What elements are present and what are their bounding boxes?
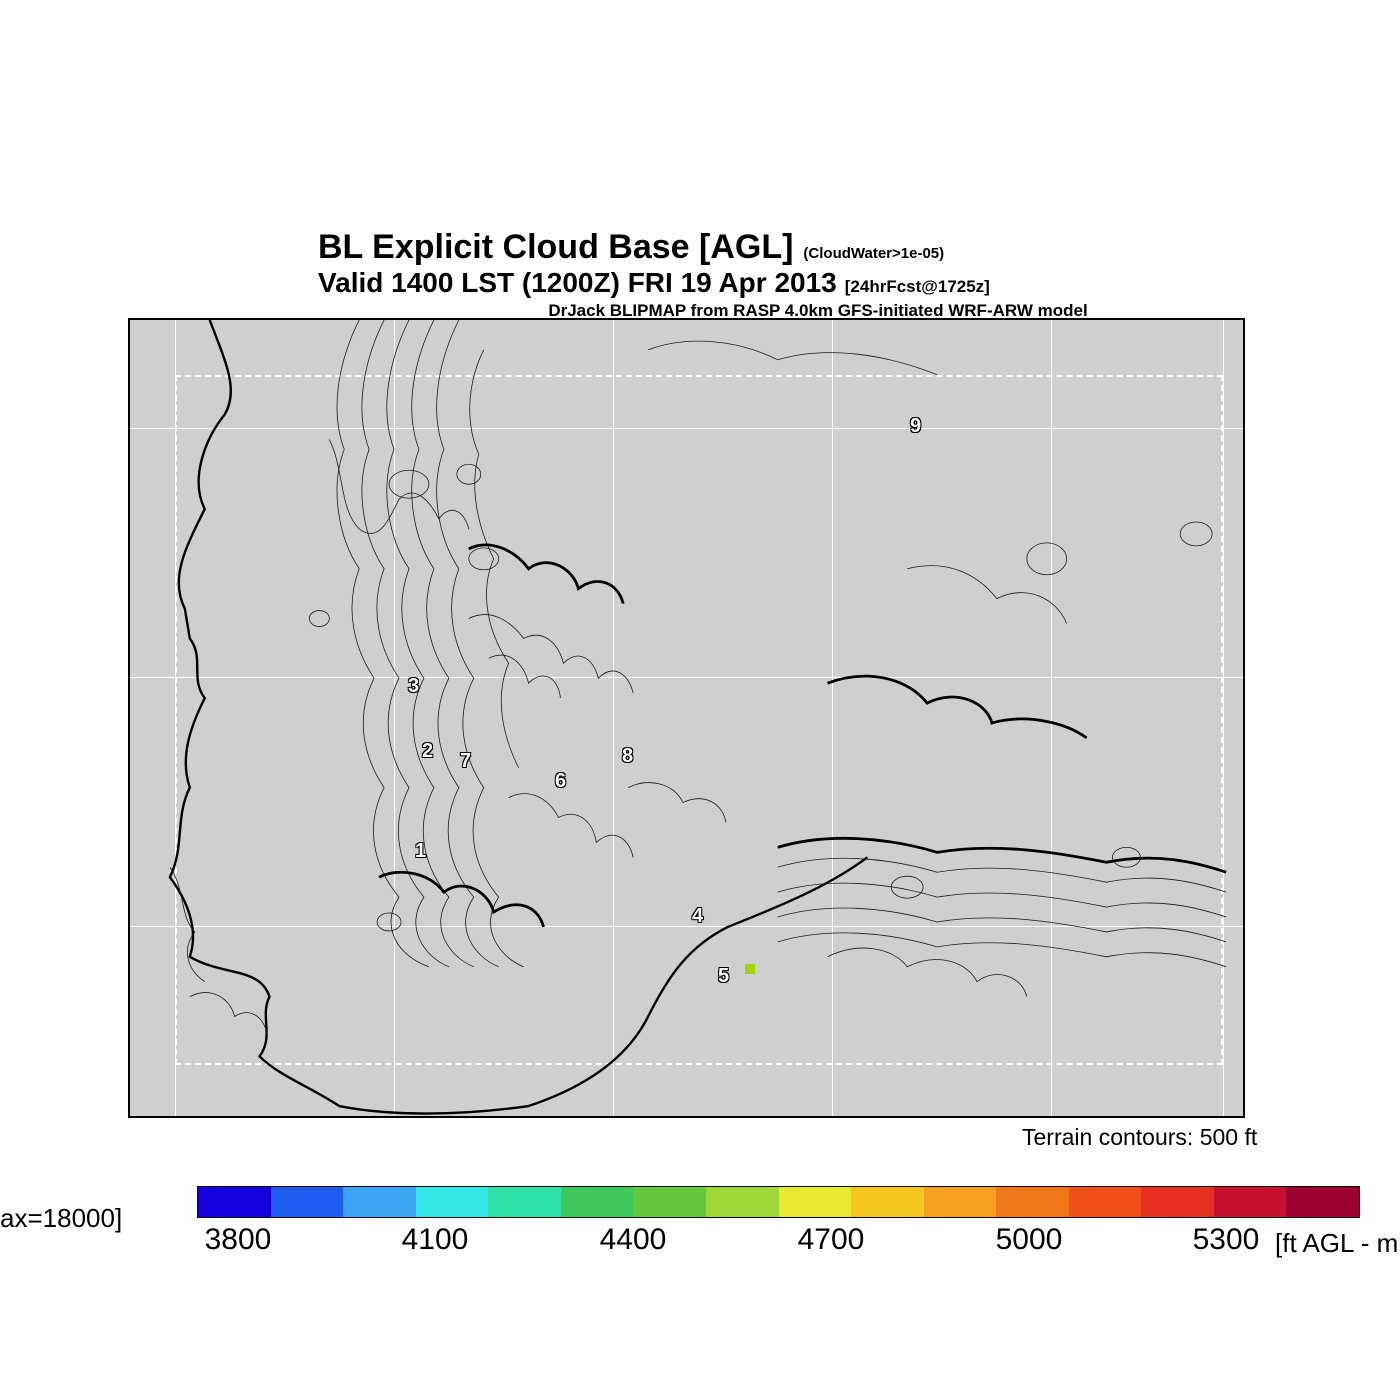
contour-number-label: 7 xyxy=(460,750,471,773)
contour-number-label: 3 xyxy=(408,675,419,698)
axis-label-top-4: 22E xyxy=(1033,318,1069,321)
legend-tick-2: 4400 xyxy=(600,1223,667,1257)
legend-suffix-text: [ft AGL - m xyxy=(1275,1228,1398,1259)
colorbar-seg-0 xyxy=(198,1187,271,1217)
legend-tick-1: 4100 xyxy=(402,1223,469,1257)
colorbar-seg-14 xyxy=(1214,1187,1287,1217)
legend-container: ax=18000] 3800 4100 4400 4700 5000 5300 … xyxy=(0,1178,1400,1288)
title-line2-text: Valid 1400 LST (1200Z) FRI 19 Apr 2013 xyxy=(318,267,837,299)
colorbar-seg-7 xyxy=(706,1187,779,1217)
colorbar-seg-10 xyxy=(924,1187,997,1217)
terrain-caption-text: Terrain contours: 500 ft xyxy=(1022,1124,1257,1151)
colorbar-seg-13 xyxy=(1141,1187,1214,1217)
colorbar-seg-5 xyxy=(561,1187,634,1217)
colorbar-seg-15 xyxy=(1286,1187,1359,1217)
colorbar-seg-11 xyxy=(996,1187,1069,1217)
contour-number-label: 6 xyxy=(555,770,566,793)
colorbar xyxy=(197,1186,1360,1218)
colorbar-seg-4 xyxy=(488,1187,561,1217)
title-text: BL Explicit Cloud Base [AGL] xyxy=(318,228,793,267)
contour-number-label: 1 xyxy=(415,840,426,863)
legend-prefix-text: ax=18000] xyxy=(0,1203,122,1234)
legend-tick-3: 4700 xyxy=(798,1223,865,1257)
contour-number-label: 8 xyxy=(622,745,633,768)
title-block: BL Explicit Cloud Base [AGL] (CloudWater… xyxy=(318,228,1318,321)
colorbar-seg-9 xyxy=(851,1187,924,1217)
colorbar-seg-8 xyxy=(779,1187,852,1217)
axis-label-top-0: 18E xyxy=(157,318,193,321)
colorbar-seg-3 xyxy=(416,1187,489,1217)
colorbar-seg-6 xyxy=(633,1187,706,1217)
contour-number-label: 4 xyxy=(692,905,703,928)
title-suffix: (CloudWater>1e-05) xyxy=(803,245,944,262)
axis-label-top-1: 19E xyxy=(376,318,412,321)
terrain-contour-svg xyxy=(130,320,1243,1116)
title-line2-suffix: [24hrFcst@1725z] xyxy=(845,277,990,297)
contour-number-label: 5 xyxy=(718,965,729,988)
colorbar-seg-2 xyxy=(343,1187,416,1217)
legend-ticks-container: 3800 4100 4400 4700 5000 5300 xyxy=(197,1223,1360,1263)
title-line2-row: Valid 1400 LST (1200Z) FRI 19 Apr 2013 [… xyxy=(318,267,1318,299)
map-canvas[interactable]: 9 2 7 3 6 1 8 4 5 18E 19E 20E 21E 22E 23… xyxy=(128,318,1245,1118)
contour-number-label: 9 xyxy=(910,415,921,438)
title-main-row: BL Explicit Cloud Base [AGL] (CloudWater… xyxy=(318,228,1318,267)
location-marker[interactable] xyxy=(745,964,755,974)
contour-number-label: 2 xyxy=(422,740,433,763)
axis-label-top-3: 21E xyxy=(814,318,850,321)
legend-tick-4: 5000 xyxy=(996,1223,1063,1257)
legend-tick-5: 5300 xyxy=(1193,1223,1260,1257)
axis-label-top-2: 20E xyxy=(595,318,631,321)
colorbar-seg-12 xyxy=(1069,1187,1142,1217)
axis-label-top-5: 23E xyxy=(1205,318,1241,321)
legend-tick-0: 3800 xyxy=(205,1223,272,1257)
colorbar-seg-1 xyxy=(271,1187,344,1217)
